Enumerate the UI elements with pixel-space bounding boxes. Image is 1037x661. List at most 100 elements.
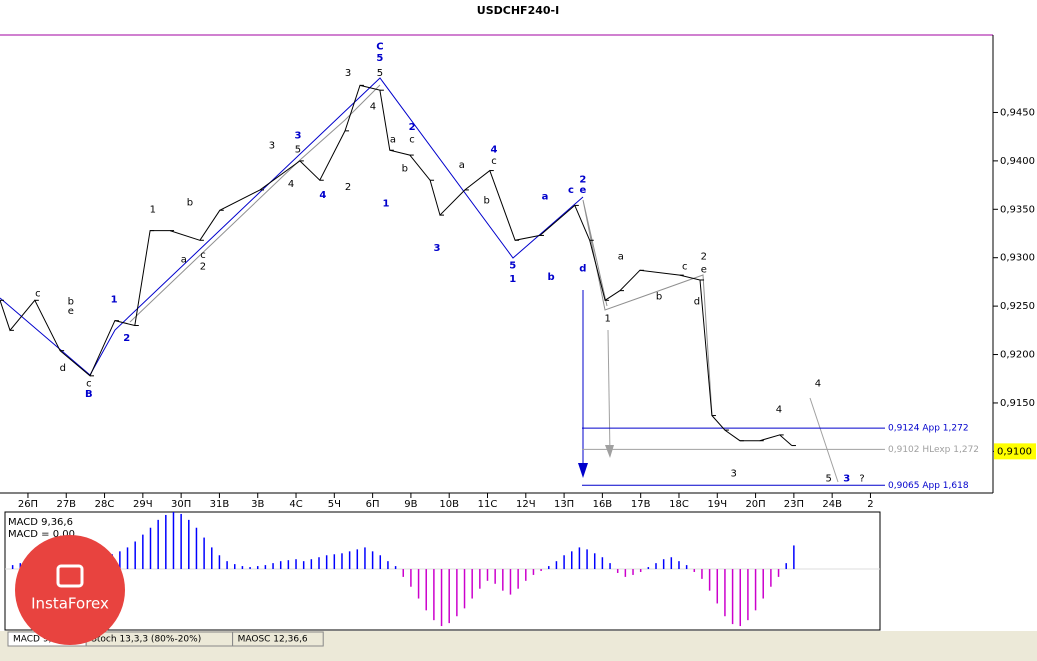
wave-label: 2	[701, 252, 707, 263]
logo-badge	[15, 535, 125, 645]
y-tick-label: 0,9300	[1000, 253, 1035, 264]
wave-label: e	[68, 306, 74, 317]
y-tick-label: 0,9400	[1000, 156, 1035, 167]
x-tick-label: 17В	[631, 499, 651, 510]
x-tick-label: 20П	[745, 499, 765, 510]
wave-label: 2	[123, 333, 130, 344]
wave-label: 3	[843, 473, 850, 484]
wave-label: a	[181, 255, 187, 266]
wave-label: ?	[859, 473, 864, 484]
wave-label: 5	[509, 260, 516, 271]
tab-label: Stoch 13,3,3 (80%-20%)	[91, 635, 201, 645]
x-tick-label: 23П	[784, 499, 804, 510]
x-tick-label: 26П	[18, 499, 38, 510]
wave-label: b	[547, 272, 554, 283]
y-tick-label: 0,9150	[1000, 398, 1035, 409]
wave-label: b	[402, 164, 408, 175]
wave-label: 2	[200, 261, 206, 272]
y-tick-label: 0,9200	[1000, 350, 1035, 361]
level-label: 0,9102 HLexp 1,272	[888, 445, 979, 455]
x-tick-label: 28С	[95, 499, 115, 510]
wave-label: 4	[491, 144, 498, 155]
projection-arrow	[607, 329, 611, 456]
price-line	[0, 84, 793, 446]
wave-label: 1	[509, 274, 516, 285]
x-tick-label: 10В	[439, 499, 459, 510]
wave-label: 1	[605, 314, 611, 325]
level-label: 0,9124 App 1,272	[888, 424, 969, 434]
wave-label: 1	[150, 204, 156, 215]
wave-label: 1	[383, 198, 390, 209]
x-tick-label: 24В	[822, 499, 842, 510]
current-price-label: 0,9100	[997, 446, 1032, 457]
x-tick-label: 5Ч	[328, 499, 341, 510]
forecast-line	[809, 397, 839, 483]
wave-label: c	[200, 250, 206, 261]
x-tick-label: 27В	[56, 499, 76, 510]
wave-line	[0, 77, 584, 376]
tab-label: MAOSC 12,36,6	[238, 635, 308, 645]
wave-label: 3	[345, 68, 351, 79]
wave-label: 3	[731, 469, 737, 480]
wave-label: 5	[295, 144, 301, 155]
wave-label: 4	[776, 405, 782, 416]
wave-label: 2	[579, 174, 586, 185]
wave-label: c	[682, 261, 688, 272]
wave-label: a	[459, 160, 465, 171]
wave-label: d	[694, 296, 700, 307]
x-tick-label: 11С	[478, 499, 498, 510]
x-tick-label: 12Ч	[516, 499, 536, 510]
tab	[232, 631, 324, 647]
x-tick-label: 6П	[366, 499, 380, 510]
wave-label: b	[484, 196, 490, 207]
wave-label: b	[187, 198, 193, 209]
macd-title: MACD 9,36,6	[8, 517, 73, 528]
x-tick-label: 9В	[404, 499, 417, 510]
wave-label: 5	[826, 473, 832, 484]
x-tick-label: 31В	[210, 499, 230, 510]
wave-label: c	[491, 156, 497, 167]
wave-label: 2	[345, 182, 351, 193]
wave-label: 1	[111, 294, 118, 305]
wave-label: 5	[377, 68, 383, 79]
x-tick-label: 2	[867, 499, 873, 510]
y-tick-label: 0,9250	[1000, 301, 1035, 312]
chart-title: USDCHF240-I	[477, 4, 559, 17]
wave-line	[129, 84, 381, 323]
wave-label: 4	[370, 102, 376, 113]
wave-label: c	[409, 135, 415, 146]
arrow-head	[578, 463, 588, 478]
wave-label: d	[579, 263, 586, 274]
wave-label: c	[86, 379, 92, 390]
wave-label: 4	[815, 379, 821, 390]
wave-label: a	[390, 135, 396, 146]
current-price-box	[994, 443, 1036, 460]
level-label: 0,9065 App 1,618	[888, 481, 969, 491]
wave-label: a	[542, 192, 549, 203]
wave-label: 4	[288, 179, 294, 190]
wave-label: 2	[409, 122, 416, 133]
wave-label: e	[701, 264, 707, 275]
x-tick-label: 30П	[171, 499, 191, 510]
y-tick-label: 0,9350	[1000, 204, 1035, 215]
x-tick-label: 18С	[669, 499, 689, 510]
wave-label: b	[68, 296, 74, 307]
wave-label: c	[568, 185, 574, 196]
wave-label: 4	[319, 190, 326, 201]
logo: InstaForex	[15, 535, 125, 645]
x-tick-label: 19Ч	[707, 499, 727, 510]
x-tick-label: 13П	[554, 499, 574, 510]
wave-label: d	[60, 363, 66, 374]
x-tick-label: 29Ч	[133, 499, 153, 510]
wave-label: 5	[376, 53, 383, 64]
logo-text: InstaForex	[31, 595, 109, 613]
tab-label: MACD 9,36,6	[13, 635, 72, 645]
wave-label: 3	[433, 243, 440, 254]
macd-panel	[4, 511, 881, 631]
wave-label: C	[376, 42, 383, 53]
wave-label: 3	[269, 140, 275, 151]
x-tick-label: 4С	[289, 499, 302, 510]
